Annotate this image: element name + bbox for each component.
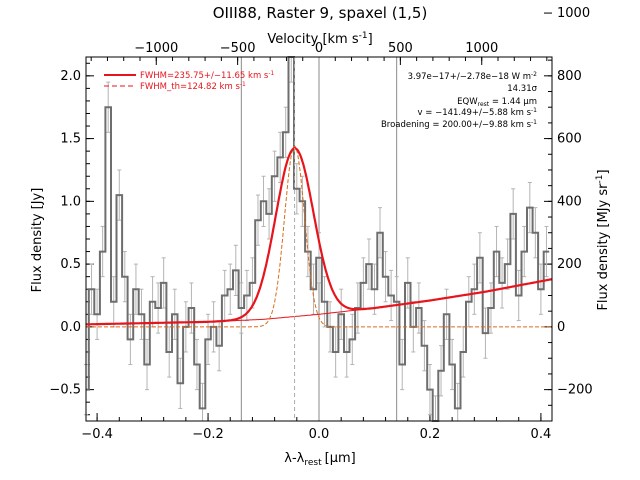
y-tick-label: 0.5: [60, 257, 81, 272]
y-tick-label: −0.5: [49, 383, 81, 398]
top-axis-label: Velocity [km s-1]: [267, 31, 372, 47]
y-tick-label: 1.5: [60, 132, 81, 147]
left-axis-label: Flux density [Jy]: [30, 188, 45, 293]
x-tick-label: −0.4: [81, 427, 113, 442]
y-tick-label: 0.0: [60, 320, 81, 335]
x-tick-label: 0.4: [531, 427, 552, 442]
right-axis-ticks: −200 0 200 400 600 800 1000: [544, 6, 593, 406]
y-tick-label: 1.0: [60, 194, 81, 209]
data-step-series: [86, 56, 550, 422]
chart-title: OIII88, Raster 9, spaxel (1,5): [213, 4, 428, 22]
annotation-broadening: Broadening = 200.00+/−9.88 km s-1: [381, 119, 537, 130]
annotation-velocity: v = −141.49+/−5.88 km s-1: [418, 107, 538, 118]
top-tick-label: 0: [315, 41, 323, 56]
legend-fwhm-th-label: FWHM_th=124.82 km s-1: [140, 81, 246, 92]
annotation-sigma: 14.31σ: [507, 84, 537, 94]
left-axis-ticks: −0.5 0.0 0.5 1.0 1.5 2.0: [49, 62, 94, 416]
plot-frame: [85, 56, 553, 422]
annotation-eqw: EQWrest = 1.44 μm: [457, 97, 537, 108]
top-tick-label: −1000: [134, 41, 178, 56]
legend-fwhm-label: FWHM=235.75+/−11.65 km s-1: [140, 70, 275, 81]
top-tick-label: −500: [220, 41, 256, 56]
right-tick-label: −200: [557, 383, 593, 398]
right-tick-label: 800: [557, 69, 582, 84]
right-axis-label: Flux density [MJy sr-1]: [595, 169, 611, 310]
x-tick-label: 0.2: [420, 427, 441, 442]
bottom-axis-ticks: −0.4 −0.2 0.0 0.2 0.4: [81, 413, 551, 442]
x-tick-label: −0.2: [192, 427, 224, 442]
fit-annotations: 3.97e−17+/−2.78e−18 W m-2 14.31σ EQWrest…: [381, 71, 538, 130]
right-tick-label: 200: [557, 257, 582, 272]
top-axis-ticks: −1000 −500 0 500 1000: [90, 41, 548, 65]
x-tick-label: 0.0: [309, 427, 330, 442]
y-tick-label: 2.0: [60, 69, 81, 84]
model-fit-series: [85, 147, 553, 326]
top-tick-label: 500: [388, 41, 413, 56]
legend: FWHM=235.75+/−11.65 km s-1 FWHM_th=124.8…: [104, 70, 275, 92]
right-tick-label: 0: [557, 320, 565, 335]
right-tick-label: 600: [557, 132, 582, 147]
annotation-flux: 3.97e−17+/−2.78e−18 W m-2: [408, 71, 538, 82]
right-tick-label: 400: [557, 194, 582, 209]
thermal-profile-series: [86, 145, 552, 328]
top-tick-label: 1000: [465, 41, 498, 56]
x-axis-label: λ-λrest [μm]: [284, 451, 355, 468]
right-tick-label: 1000: [557, 6, 590, 21]
